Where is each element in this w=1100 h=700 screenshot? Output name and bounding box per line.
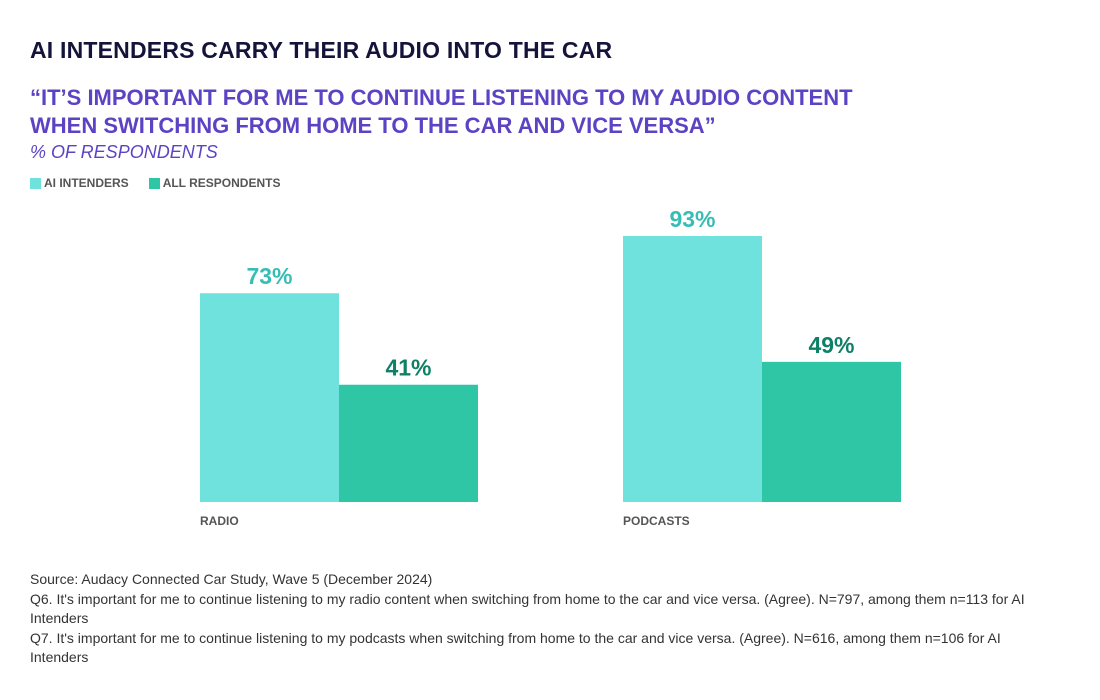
category-label-podcasts: PODCASTS — [623, 514, 690, 528]
legend-item-ai-intenders: AI INTENDERS — [30, 176, 129, 190]
quote-line-2: WHEN SWITCHING FROM HOME TO THE CAR AND … — [30, 113, 716, 138]
legend-label-all-respondents: ALL RESPONDENTS — [162, 176, 281, 190]
chart-headline: AI INTENDERS CARRY THEIR AUDIO INTO THE … — [30, 37, 613, 63]
category-label-radio: RADIO — [200, 514, 239, 528]
data-label-podcasts-all-respondents: 49% — [808, 332, 854, 358]
data-label-podcasts-ai-intenders: 93% — [669, 206, 715, 232]
bar-radio-all-respondents — [339, 384, 478, 502]
quote-line-1: “IT’S IMPORTANT FOR ME TO CONTINUE LISTE… — [30, 85, 853, 110]
legend-swatch-all-respondents — [148, 177, 160, 189]
legend-swatch-ai-intenders — [30, 177, 41, 189]
legend-label-ai-intenders: AI INTENDERS — [44, 176, 129, 190]
bar-radio-ai-intenders — [200, 293, 339, 502]
source-notes: Source: Audacy Connected Car Study, Wave… — [30, 570, 1030, 668]
chart-question-quote: “IT’S IMPORTANT FOR ME TO CONTINUE LISTE… — [30, 84, 930, 140]
unit-label: % OF RESPONDENTS — [30, 142, 218, 162]
data-label-radio-ai-intenders: 73% — [246, 263, 292, 289]
footnote-q6: Q6. It's important for me to continue li… — [30, 590, 1025, 627]
footnote-q7: Q7. It's important for me to continue li… — [30, 629, 1001, 666]
bar-podcasts-all-respondents — [762, 361, 901, 502]
bar-podcasts-ai-intenders — [623, 236, 762, 502]
data-label-radio-all-respondents: 41% — [385, 355, 431, 381]
legend-item-all-respondents: ALL RESPONDENTS — [148, 176, 281, 190]
bar-chart: 73% 41% RADIO 93% 49% PODCASTS — [200, 206, 901, 528]
source-line: Source: Audacy Connected Car Study, Wave… — [30, 571, 433, 587]
chart-legend: AI INTENDERS ALL RESPONDENTS — [30, 176, 300, 190]
